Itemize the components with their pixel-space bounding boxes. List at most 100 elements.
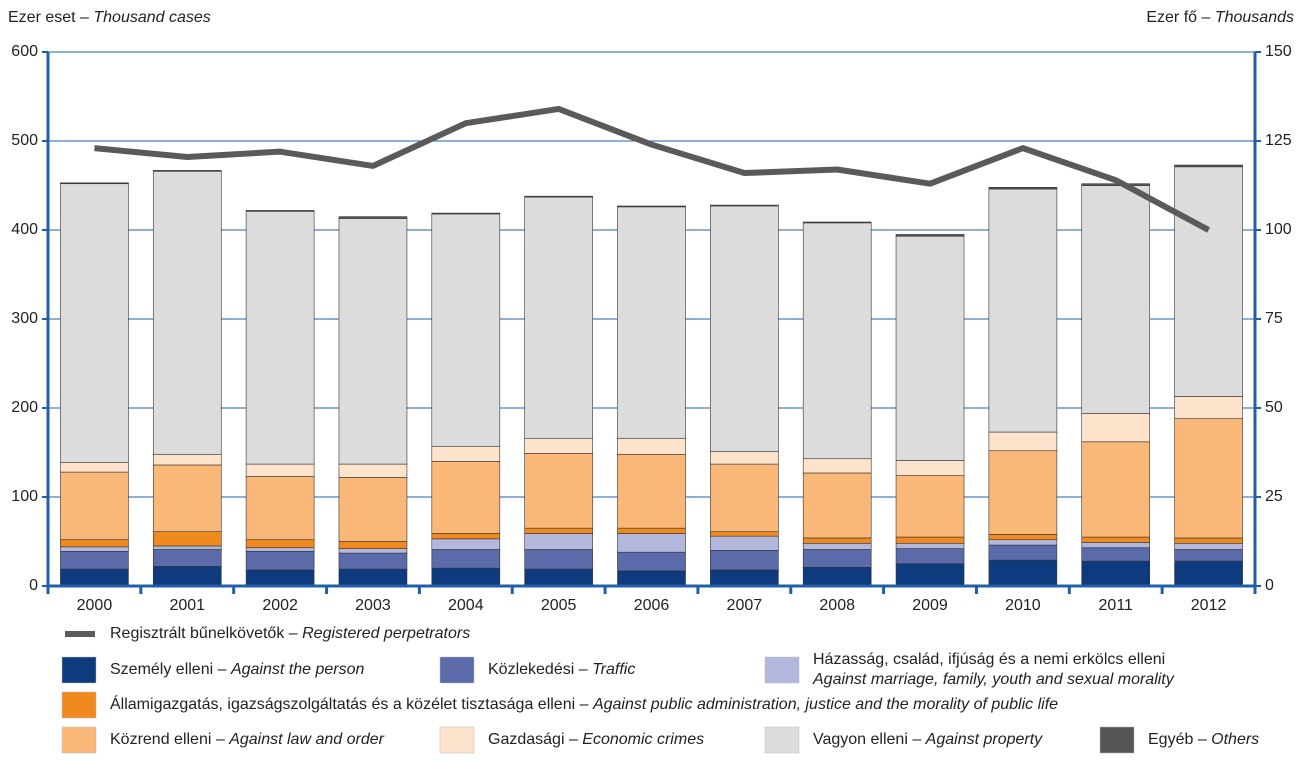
bar-segment bbox=[988, 539, 1058, 546]
y-tick-label: 500 bbox=[11, 132, 38, 149]
bar-segment bbox=[802, 222, 872, 460]
bar-segment bbox=[617, 551, 686, 572]
x-tick-label: 2006 bbox=[634, 597, 670, 614]
bar-segment bbox=[1174, 537, 1243, 544]
bar-segment bbox=[988, 534, 1058, 541]
legend-label: Egyéb – Others bbox=[1148, 731, 1259, 748]
bar-segment bbox=[802, 567, 872, 587]
legend-label: Közrend elleni – Against law and order bbox=[110, 731, 385, 748]
bar-segment bbox=[710, 569, 779, 587]
bar-segment bbox=[431, 445, 501, 462]
bar-segment bbox=[431, 212, 501, 215]
bar-segment bbox=[895, 235, 965, 461]
bar-segment bbox=[895, 563, 965, 587]
bar-segment bbox=[802, 549, 872, 568]
bar-segment bbox=[1081, 547, 1151, 562]
y2-tick-label: 50 bbox=[1265, 399, 1283, 416]
x-tick-label: 2012 bbox=[1191, 597, 1227, 614]
bar-segment bbox=[1081, 413, 1151, 443]
legend-label: Vagyon elleni – Against property bbox=[813, 731, 1043, 748]
bar-segment bbox=[988, 431, 1058, 452]
x-tick-label: 2010 bbox=[1005, 597, 1041, 614]
bar-segment bbox=[245, 463, 315, 477]
bar-segment bbox=[152, 464, 222, 533]
bar-segment bbox=[524, 453, 593, 529]
legend-label: Államigazgatás, igazságszolgáltatás és a… bbox=[110, 694, 1058, 713]
bar-segment bbox=[431, 538, 501, 550]
bar-segment bbox=[60, 183, 129, 463]
y2-tick-label: 25 bbox=[1265, 488, 1283, 505]
bar-segment bbox=[617, 570, 686, 587]
bar-segment bbox=[524, 568, 593, 587]
bar-segment bbox=[524, 527, 593, 534]
bar-segment bbox=[245, 547, 315, 552]
bar-segment bbox=[895, 536, 965, 544]
bar-segment bbox=[1081, 441, 1151, 538]
bar-segment bbox=[338, 568, 408, 587]
bar-segment bbox=[152, 170, 222, 172]
bar-segment bbox=[152, 545, 222, 550]
legend-swatch bbox=[61, 691, 97, 719]
bar-segment bbox=[710, 451, 779, 465]
bar-segment bbox=[617, 453, 686, 529]
x-tick-label: 2008 bbox=[819, 597, 855, 614]
bar-segment bbox=[338, 552, 408, 570]
x-tick-label: 2001 bbox=[169, 597, 205, 614]
bar-segment bbox=[1174, 396, 1243, 419]
bar-segment bbox=[1174, 549, 1243, 562]
legend-swatch bbox=[764, 726, 800, 754]
bar-segment bbox=[60, 546, 129, 552]
y-tick-label: 0 bbox=[29, 577, 38, 594]
bar-segment bbox=[802, 221, 872, 224]
legend-label: Házasság, család, ifjúság és a nemi erkö… bbox=[812, 651, 1175, 688]
legend-swatch bbox=[439, 726, 475, 754]
bar-segment bbox=[152, 453, 222, 466]
x-tick-label: 2000 bbox=[77, 597, 113, 614]
y-tick-label: 200 bbox=[11, 399, 38, 416]
bar-segment bbox=[431, 461, 501, 534]
bar-segment bbox=[60, 539, 129, 548]
y2-tick-label: 75 bbox=[1265, 310, 1283, 327]
bar-segment bbox=[431, 549, 501, 569]
legend-label: Közlekedési – Traffic bbox=[488, 661, 635, 678]
bar-segment bbox=[988, 450, 1058, 535]
y2-axis-label: Ezer fő – Thousands bbox=[1146, 9, 1294, 26]
bar-segment bbox=[617, 206, 686, 439]
bar-segment bbox=[245, 476, 315, 541]
bar-segment bbox=[245, 539, 315, 549]
bar-segment bbox=[524, 195, 593, 198]
bar-segment bbox=[152, 531, 222, 547]
bar-segment bbox=[338, 477, 408, 542]
bar-segment bbox=[524, 437, 593, 454]
legend-label: Regisztrált bűnelkövetők – Registered pe… bbox=[110, 625, 470, 642]
bar-segment bbox=[710, 531, 779, 537]
bar-segment bbox=[1081, 560, 1151, 587]
bar-segment bbox=[802, 458, 872, 474]
bar-segment bbox=[524, 549, 593, 570]
bar-segment bbox=[988, 188, 1058, 433]
bar-segment bbox=[710, 205, 779, 452]
bar-segment bbox=[60, 568, 129, 587]
x-tick-label: 2003 bbox=[355, 597, 391, 614]
legend-swatch bbox=[61, 656, 97, 684]
bar-segment bbox=[710, 535, 779, 551]
legend-swatch bbox=[764, 656, 800, 684]
legend-swatch bbox=[1099, 726, 1135, 754]
line-series bbox=[94, 105, 1210, 233]
bar-segment bbox=[895, 542, 965, 549]
bar-segment bbox=[802, 542, 872, 550]
y-axis-label: Ezer eset – Thousand cases bbox=[8, 9, 211, 26]
bar-segment bbox=[1174, 166, 1243, 397]
y2-tick-label: 150 bbox=[1265, 43, 1292, 60]
bar-segment bbox=[1081, 185, 1151, 414]
bar-segment bbox=[895, 548, 965, 565]
bar-segment bbox=[617, 533, 686, 553]
bar-segment bbox=[1174, 542, 1243, 550]
x-tick-label: 2005 bbox=[541, 597, 577, 614]
bar-segment bbox=[988, 544, 1058, 561]
legend-swatch bbox=[61, 726, 97, 754]
bar-segment bbox=[617, 205, 686, 208]
bar-segment bbox=[617, 527, 686, 534]
x-tick-label: 2007 bbox=[727, 597, 763, 614]
